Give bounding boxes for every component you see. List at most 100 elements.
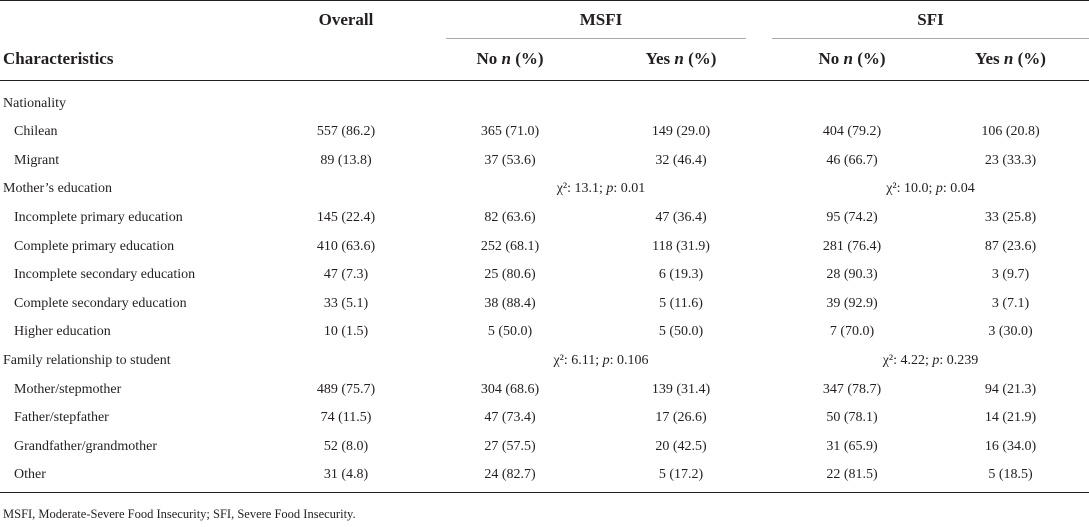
cell-sfi-no: 281 (76.4): [822, 238, 882, 254]
cell-msfi-no: 27 (57.5): [484, 438, 536, 454]
cell-sfi-no: 31 (65.9): [826, 438, 878, 454]
header-msfi-no: No n (%): [476, 48, 544, 68]
row-label: Higher education: [14, 324, 111, 340]
header-bottom-rule: [0, 80, 1089, 81]
cell-msfi-yes: 32 (46.4): [655, 152, 707, 168]
cell-sfi-no: 39 (92.9): [826, 295, 878, 311]
header-sfi-no: No n (%): [818, 48, 886, 68]
cell-overall: 410 (63.6): [316, 238, 376, 254]
section-msfi-stat: χ²: 6.11; p: 0.106: [553, 353, 649, 369]
section-sfi-stat: [772, 78, 1089, 118]
cell-sfi-yes: 23 (33.3): [984, 152, 1037, 168]
header-sfi-yes: Yes n (%): [975, 48, 1046, 68]
footnote: MSFI, Moderate-Severe Food Insecurity; S…: [3, 507, 356, 521]
cell-sfi-yes: 3 (7.1): [991, 295, 1030, 311]
section-title: Mother’s education: [3, 181, 112, 197]
table-row: Complete primary education 410 (63.6) 252 …: [0, 232, 1089, 261]
cell-overall: 10 (1.5): [323, 324, 369, 340]
row-label: Complete primary education: [14, 238, 175, 254]
header-overall: Overall: [318, 9, 374, 29]
table-row: Father/stepfather 74 (11.5) 47 (73.4) 17 (2…: [0, 404, 1089, 433]
section-title: Nationality: [3, 96, 66, 111]
table-row: Mother/stepmother 489 (75.7) 304 (68.6) 139…: [0, 375, 1089, 404]
cell-overall: 489 (75.7): [316, 381, 376, 397]
table-row: Grandfather/grandmother 52 (8.0) 27 (57.5)…: [0, 433, 1089, 462]
section-overall-blank: [262, 78, 430, 118]
cell-overall: 557 (86.2): [316, 124, 376, 140]
header-msfi: MSFI: [579, 9, 623, 29]
header-characteristics: Characteristics: [3, 48, 114, 68]
cell-overall: 33 (5.1): [323, 295, 369, 311]
cell-overall: 74 (11.5): [320, 410, 372, 426]
cell-msfi-yes: 47 (36.4): [655, 210, 707, 226]
cell-sfi-yes: 14 (21.9): [984, 410, 1037, 426]
row-label: Other: [14, 467, 46, 483]
cell-msfi-yes: 118 (31.9): [652, 238, 710, 254]
section-sfi-stat: χ²: 10.0; p: 0.04: [886, 181, 975, 197]
cell-sfi-no: 404 (79.2): [822, 124, 882, 140]
row-label: Incomplete secondary education: [14, 267, 196, 283]
cell-sfi-yes: 3 (9.7): [991, 267, 1030, 283]
section-msfi-stat: χ²: 13.1; p: 0.01: [556, 181, 646, 197]
cell-sfi-yes: 87 (23.6): [984, 238, 1037, 254]
row-label: Mother/stepmother: [14, 381, 122, 397]
section-row: Family relationship to student χ²: 6.11; …: [0, 347, 1089, 376]
data-table: Overall MSFI SFI Characteristics No n (%…: [0, 0, 1089, 490]
table-body: Nationality Chilean 557 (86.2) 365 (71.0) 14…: [0, 78, 1089, 490]
bottom-rule: [0, 492, 1089, 493]
section-overall-blank: [262, 347, 430, 376]
row-label: Grandfather/grandmother: [14, 438, 158, 454]
cell-sfi-yes: 106 (20.8): [981, 124, 1040, 140]
header-overall-blank: [262, 39, 430, 78]
header-sfi: SFI: [917, 9, 944, 29]
cell-msfi-no: 47 (73.4): [484, 410, 536, 426]
cell-sfi-no: 46 (66.7): [826, 152, 878, 168]
section-overall-blank: [262, 175, 430, 204]
table-row: Other 31 (4.8) 24 (82.7) 5 (17.2) 22 (81.5) 5…: [0, 461, 1089, 490]
row-label: Complete secondary education: [14, 295, 187, 311]
cell-sfi-no: 95 (74.2): [826, 210, 878, 226]
cell-msfi-no: 252 (68.1): [480, 238, 540, 254]
cell-msfi-no: 25 (80.6): [484, 267, 536, 283]
cell-msfi-yes: 5 (50.0): [658, 324, 704, 340]
row-label: Incomplete primary education: [14, 210, 183, 226]
header-msfi-yes: Yes n (%): [645, 48, 717, 68]
cell-overall: 89 (13.8): [320, 152, 372, 168]
cell-msfi-no: 5 (50.0): [487, 324, 533, 340]
cell-msfi-yes: 5 (17.2): [658, 467, 704, 483]
cell-msfi-yes: 20 (42.5): [655, 438, 707, 454]
cell-sfi-no: 28 (90.3): [826, 267, 878, 283]
section-row: Nationality: [0, 78, 1089, 118]
cell-msfi-no: 82 (63.6): [484, 210, 536, 226]
cell-sfi-yes: 33 (25.8): [984, 210, 1037, 226]
row-label: Chilean: [14, 124, 58, 140]
cell-msfi-no: 38 (88.4): [484, 295, 536, 311]
cell-sfi-no: 50 (78.1): [826, 410, 878, 426]
table-row: Chilean 557 (86.2) 365 (71.0) 149 (29.0) 404…: [0, 118, 1089, 147]
header-row-groups: Overall MSFI SFI: [0, 0, 1089, 39]
msfi-span-rule: [446, 38, 746, 39]
cell-msfi-no: 24 (82.7): [484, 467, 536, 483]
header-empty: [0, 0, 262, 39]
sfi-span-rule: [772, 38, 1089, 39]
cell-sfi-no: 7 (70.0): [829, 324, 875, 340]
section-msfi-stat: [430, 78, 772, 118]
cell-overall: 47 (7.3): [323, 267, 369, 283]
cell-msfi-no: 304 (68.6): [480, 381, 540, 397]
cell-sfi-no: 347 (78.7): [822, 381, 882, 397]
cell-sfi-yes: 16 (34.0): [984, 438, 1037, 454]
cell-msfi-yes: 5 (11.6): [659, 295, 703, 311]
top-rule: [0, 0, 1089, 1]
cell-msfi-no: 37 (53.6): [484, 152, 536, 168]
cell-sfi-yes: 5 (18.5): [988, 467, 1033, 483]
cell-msfi-yes: 17 (26.6): [655, 410, 707, 426]
cell-msfi-yes: 6 (19.3): [658, 267, 704, 283]
cell-msfi-no: 365 (71.0): [480, 124, 540, 140]
row-label: Migrant: [14, 152, 60, 168]
cell-overall: 52 (8.0): [323, 438, 369, 454]
cell-overall: 31 (4.8): [323, 467, 369, 483]
header-row-sub: Characteristics No n (%) Yes n (%) No n …: [0, 39, 1089, 78]
section-title: Family relationship to student: [3, 353, 171, 369]
cell-sfi-yes: 94 (21.3): [984, 381, 1037, 397]
